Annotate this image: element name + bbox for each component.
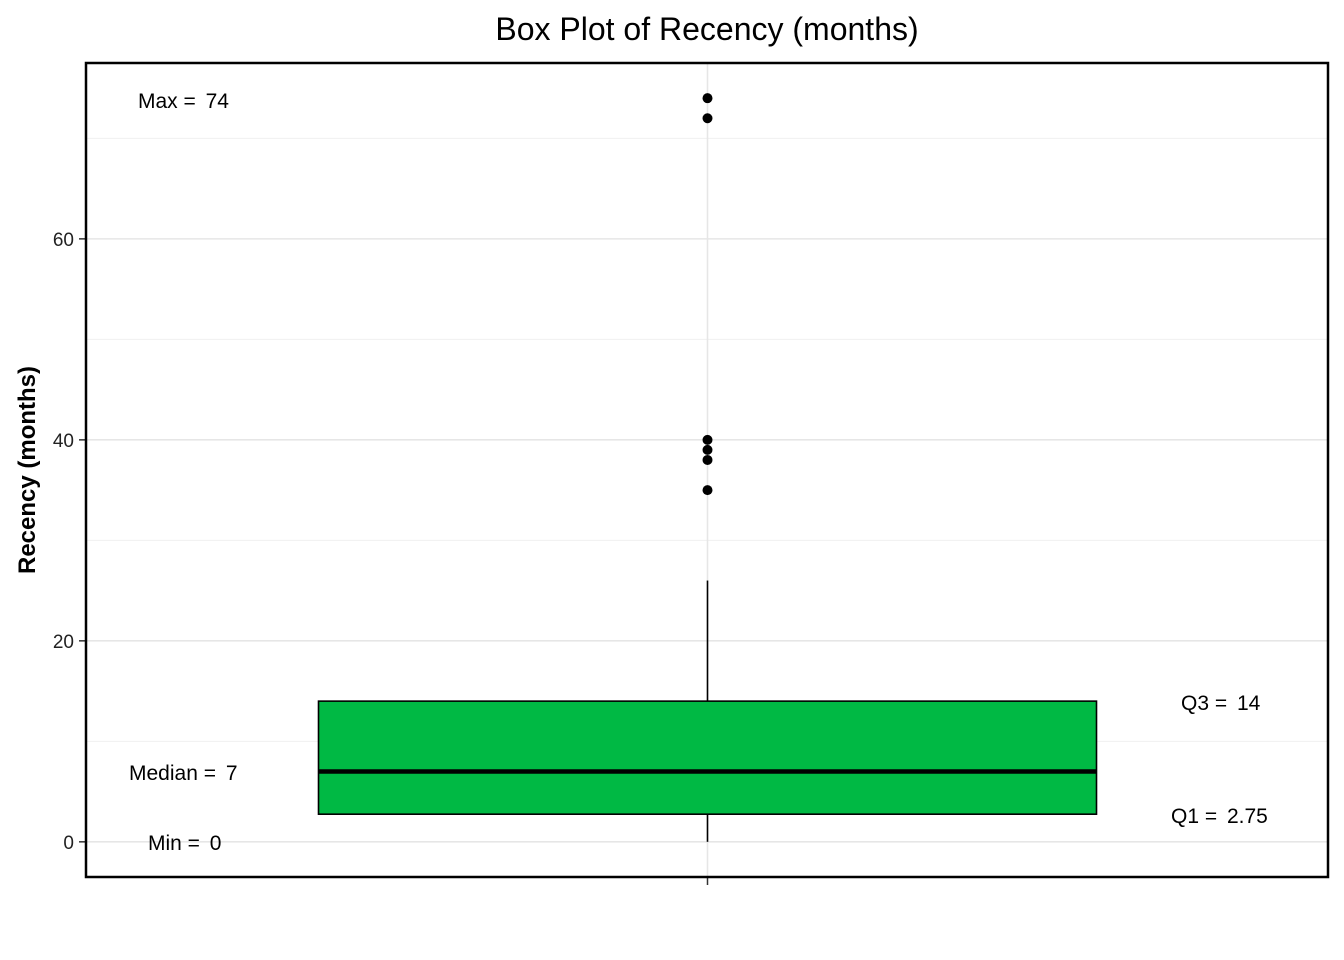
chart-title: Box Plot of Recency (months)	[495, 11, 918, 47]
y-tick-label: 0	[63, 833, 74, 854]
outlier-point	[702, 454, 713, 465]
iqr-box	[317, 700, 1098, 815]
median-annotation: Median = 7	[129, 762, 238, 785]
outlier-point	[702, 434, 713, 445]
outlier-point	[702, 113, 713, 124]
y-tick-label: 20	[53, 632, 74, 653]
outlier-point	[702, 485, 713, 496]
max-annotation: Max = 74	[138, 90, 229, 113]
q3-annotation: Q3 = 14	[1181, 692, 1261, 715]
q1-annotation: Q1 = 2.75	[1171, 805, 1268, 828]
plot-area	[317, 93, 1098, 842]
y-axis-ticks: 0 20 40 60	[53, 230, 86, 854]
annotations: Max = 74 Median = 7 Min = 0 Q3 = 14 Q1 =…	[129, 90, 1268, 855]
outlier-point	[702, 93, 713, 104]
y-tick-label: 60	[53, 230, 74, 251]
panel-border	[84, 61, 1330, 879]
min-annotation: Min = 0	[148, 832, 221, 855]
outlier-point	[702, 444, 713, 455]
y-tick-label: 40	[53, 431, 74, 452]
y-axis-label: Recency (months)	[14, 366, 41, 574]
